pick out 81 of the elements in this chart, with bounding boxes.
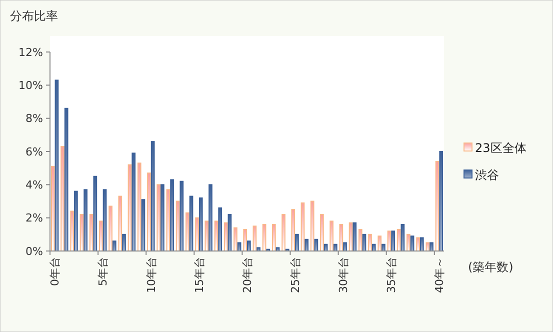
legend-label: 23区全体 <box>475 141 526 156</box>
bar <box>137 162 142 252</box>
y-tick-label: 0% <box>26 244 43 258</box>
bar <box>141 199 146 252</box>
bar <box>234 227 238 252</box>
bar <box>391 230 395 252</box>
bar <box>420 237 424 252</box>
bar <box>166 189 170 252</box>
bar <box>180 180 184 252</box>
bar <box>330 220 334 252</box>
bar <box>70 210 74 252</box>
bar <box>416 237 420 252</box>
y-tick-label: 12% <box>18 46 43 59</box>
bar <box>93 176 98 252</box>
y-tick-label: 6% <box>26 145 43 158</box>
bar <box>247 240 251 252</box>
x-tick-label: 25年台 <box>288 257 302 293</box>
x-tick-label: 10年台 <box>144 257 158 293</box>
bar <box>54 80 59 252</box>
bar <box>295 234 299 252</box>
bar <box>224 222 228 252</box>
bar <box>160 184 164 252</box>
x-tick-label: 15年台 <box>192 257 206 293</box>
y-tick-label: 2% <box>26 212 43 225</box>
bar <box>74 190 78 252</box>
x-tick-label: 35年台 <box>384 257 398 293</box>
bar <box>204 220 209 252</box>
bar <box>256 247 260 252</box>
bar <box>439 151 444 252</box>
bar <box>64 108 68 252</box>
bar <box>132 152 136 252</box>
bar <box>291 209 296 252</box>
bar <box>382 244 386 252</box>
bar <box>102 189 107 252</box>
bar <box>108 206 112 252</box>
bar <box>195 217 199 252</box>
bar <box>406 234 410 252</box>
bar <box>368 234 372 252</box>
bar <box>198 197 203 252</box>
bar <box>147 172 151 252</box>
bar <box>60 146 64 252</box>
bar <box>84 189 88 252</box>
bar <box>99 220 103 252</box>
bar <box>310 200 314 252</box>
x-tick-label: 30年台 <box>336 257 350 293</box>
bar <box>272 224 276 252</box>
bar <box>50 166 55 252</box>
bar <box>358 228 362 252</box>
bar <box>430 242 434 252</box>
bar <box>378 236 382 252</box>
y-tick-label: 4% <box>26 178 43 192</box>
bar <box>343 242 347 252</box>
y-tick-label: 8% <box>26 112 43 126</box>
y-axis-title: 分布比率 <box>10 9 58 23</box>
bar <box>208 184 212 252</box>
x-tick-label: 20年台 <box>240 257 254 293</box>
bar <box>352 222 357 252</box>
bar <box>304 238 309 252</box>
bar <box>150 141 155 252</box>
bar <box>372 244 376 252</box>
x-axis-title: (築年数) <box>468 260 514 274</box>
bar <box>435 160 440 252</box>
bar <box>118 196 122 252</box>
bar <box>122 234 126 252</box>
bar <box>243 228 247 252</box>
bar <box>282 214 286 252</box>
bar <box>186 212 190 252</box>
x-tick-label: 5年台 <box>96 257 110 286</box>
bar <box>333 244 338 252</box>
legend-label: 渋谷 <box>475 168 499 182</box>
bar <box>112 240 116 252</box>
bar <box>426 242 430 252</box>
bar <box>218 207 222 252</box>
bar <box>396 228 401 252</box>
y-tick-label: 10% <box>18 79 43 92</box>
bar <box>170 179 174 252</box>
x-tick-label: 0年台 <box>48 257 62 286</box>
bar <box>320 214 324 252</box>
bar <box>128 164 132 252</box>
bar <box>156 184 161 252</box>
x-tick-label: 40年～ <box>433 257 446 293</box>
